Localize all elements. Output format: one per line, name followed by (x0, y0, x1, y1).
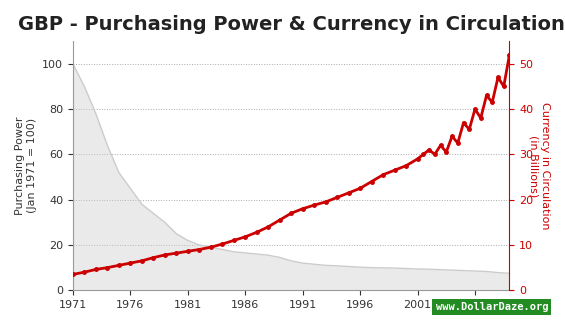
Title: GBP - Purchasing Power & Currency in Circulation: GBP - Purchasing Power & Currency in Cir… (18, 15, 564, 34)
Text: www.DollarDaze.org: www.DollarDaze.org (436, 302, 548, 312)
Y-axis label: Currency in Circulation
(in Billions): Currency in Circulation (in Billions) (528, 102, 550, 229)
Y-axis label: Purchasing Power
(Jan 1971 = 100): Purchasing Power (Jan 1971 = 100) (15, 116, 37, 215)
